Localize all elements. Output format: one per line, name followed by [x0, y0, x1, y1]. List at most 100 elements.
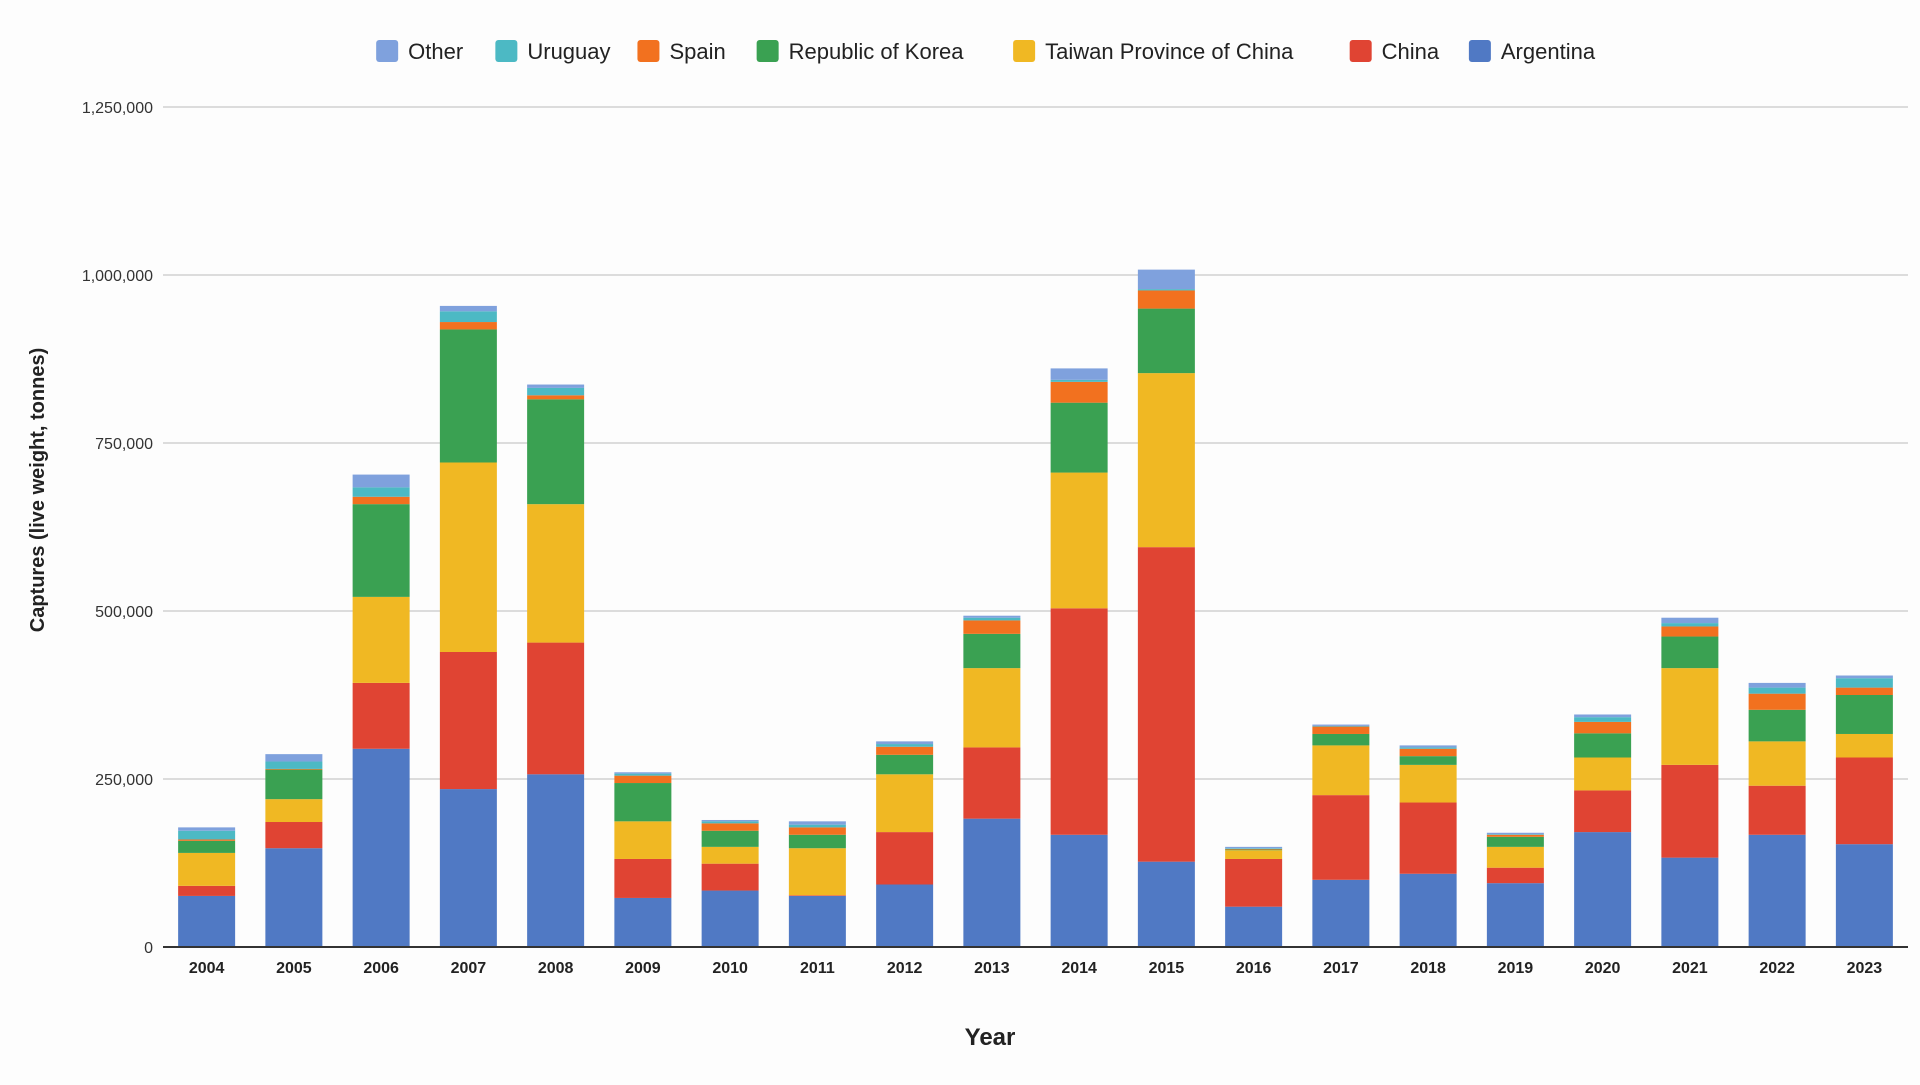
- bar-segment-republic-of-korea: [876, 754, 934, 775]
- bar-segment-other: [876, 741, 934, 745]
- legend-item-taiwan-province-of-china: Taiwan Province of China: [1013, 39, 1294, 64]
- bar-segment-spain: [1399, 748, 1457, 757]
- bar-segment-other: [963, 615, 1021, 618]
- bar-segment-other: [1486, 832, 1544, 835]
- bar-segment-taiwan-province-of-china: [1225, 850, 1283, 859]
- bar-segment-uruguay: [1399, 747, 1457, 749]
- bar-segment-spain: [1137, 290, 1195, 309]
- bar-segment-taiwan-province-of-china: [614, 821, 672, 859]
- bar-segment-republic-of-korea: [1312, 733, 1370, 746]
- legend-swatch: [495, 40, 518, 62]
- bar-segment-taiwan-province-of-china: [527, 504, 585, 643]
- bar-segment-spain: [439, 322, 497, 330]
- bar-segment-china: [614, 858, 672, 898]
- bar-segment-taiwan-province-of-china: [701, 846, 759, 864]
- bar-segment-uruguay: [1835, 678, 1893, 688]
- x-tick-label: 2022: [1759, 960, 1795, 977]
- legend-item-spain: Spain: [637, 39, 726, 64]
- bar-segment-other: [265, 754, 323, 762]
- bar-segment-taiwan-province-of-china: [1574, 757, 1632, 791]
- bar-segment-argentina: [265, 848, 323, 947]
- bar-segment-spain: [1661, 626, 1719, 637]
- legend-item-republic-of-korea: Republic of Korea: [756, 39, 964, 64]
- x-tick-label: 2008: [538, 960, 574, 977]
- bar-segment-other: [1661, 617, 1719, 624]
- bar-segment-republic-of-korea: [1137, 308, 1195, 374]
- legend-item-argentina: Argentina: [1468, 39, 1596, 64]
- bar-segment-argentina: [701, 890, 759, 947]
- bar-segment-uruguay: [788, 824, 846, 828]
- y-tick-label: 750,000: [95, 436, 153, 453]
- bar-segment-taiwan-province-of-china: [1486, 846, 1544, 868]
- x-tick-label: 2005: [276, 960, 312, 977]
- bar-segment-argentina: [1399, 873, 1457, 947]
- legend-label: Argentina: [1501, 39, 1596, 64]
- y-tick-label: 500,000: [95, 604, 153, 621]
- x-tick-label: 2013: [974, 960, 1010, 977]
- bar-segment-china: [1312, 795, 1370, 880]
- bar-segment-uruguay: [439, 311, 497, 323]
- bar-segment-china: [1661, 764, 1719, 858]
- y-tick-label: 0: [144, 940, 153, 957]
- legend-label: Taiwan Province of China: [1045, 39, 1294, 64]
- bar-segment-uruguay: [1225, 848, 1283, 849]
- bar-segment-china: [265, 822, 323, 849]
- x-tick-label: 2011: [800, 960, 835, 977]
- legend-item-other: Other: [376, 39, 463, 64]
- x-tick-label: 2004: [189, 960, 225, 977]
- bar-segment-argentina: [178, 895, 236, 947]
- bar-segment-spain: [1312, 726, 1370, 734]
- bar-segment-republic-of-korea: [178, 840, 236, 853]
- bar-segment-china: [876, 832, 934, 885]
- bar-segment-china: [701, 863, 759, 891]
- bar-segment-argentina: [1486, 883, 1544, 947]
- legend-swatch: [756, 40, 779, 62]
- bar-segment-uruguay: [701, 821, 759, 824]
- bar-segment-spain: [1835, 687, 1893, 695]
- bar-segment-taiwan-province-of-china: [963, 668, 1021, 748]
- legend-swatch: [1468, 40, 1491, 62]
- bar-segment-uruguay: [876, 744, 934, 747]
- bar-segment-argentina: [963, 818, 1021, 947]
- bar-segment-uruguay: [1312, 725, 1370, 727]
- bar-segment-china: [1225, 858, 1283, 907]
- legend-item-china: China: [1349, 39, 1440, 64]
- bar-segment-other: [1835, 675, 1893, 679]
- legend-swatch: [637, 40, 660, 62]
- x-axis-title: Year: [965, 1024, 1016, 1051]
- bar-segment-argentina: [788, 895, 846, 947]
- legend-label: Spain: [669, 39, 725, 64]
- bar-segment-argentina: [1574, 832, 1632, 947]
- bar-segment-spain: [1225, 848, 1283, 850]
- bar-segment-other: [178, 827, 236, 831]
- bar-segment-argentina: [1225, 906, 1283, 947]
- bar-segment-taiwan-province-of-china: [1661, 668, 1719, 765]
- legend-label: Uruguay: [527, 39, 610, 64]
- bar-segment-taiwan-province-of-china: [352, 596, 410, 683]
- bar-segment-other: [1050, 368, 1108, 380]
- bar-segment-other: [1748, 682, 1806, 688]
- bar-segment-republic-of-korea: [963, 633, 1021, 669]
- x-tick-label: 2018: [1410, 960, 1446, 977]
- bar-segment-republic-of-korea: [701, 830, 759, 847]
- legend: Other Uruguay Spain Republic of Korea Taiwan…: [376, 39, 1596, 64]
- bar-segment-argentina: [527, 774, 585, 947]
- bar-segment-taiwan-province-of-china: [1748, 741, 1806, 786]
- x-tick-label: 2016: [1236, 960, 1272, 977]
- bar-segment-republic-of-korea: [1748, 709, 1806, 742]
- y-tick-label: 1,000,000: [82, 268, 153, 285]
- bar-segment-china: [439, 651, 497, 790]
- bar-segment-other: [352, 474, 410, 488]
- bar-segment-argentina: [876, 884, 934, 947]
- legend-swatch: [1349, 40, 1372, 62]
- bars: [178, 269, 1893, 947]
- bar-segment-spain: [614, 775, 672, 784]
- y-tick-label: 250,000: [95, 772, 153, 789]
- bar-segment-uruguay: [527, 387, 585, 396]
- bar-segment-china: [1748, 785, 1806, 835]
- bar-segment-republic-of-korea: [1399, 756, 1457, 765]
- bar-segment-other: [614, 772, 672, 774]
- bar-segment-spain: [701, 823, 759, 831]
- bar-segment-spain: [963, 620, 1021, 634]
